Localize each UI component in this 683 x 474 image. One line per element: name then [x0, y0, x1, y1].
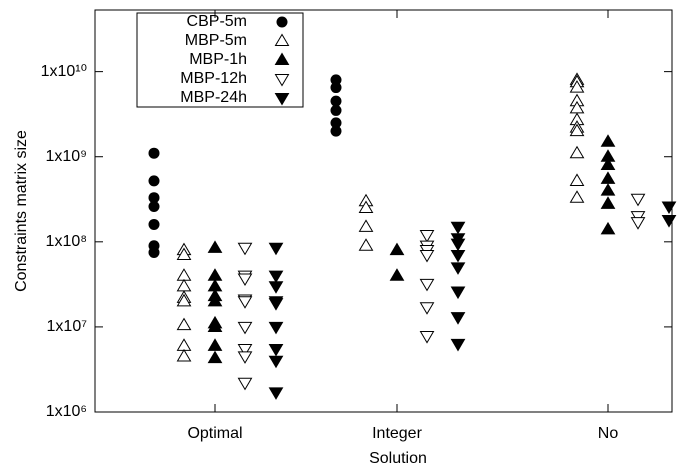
data-point [419, 249, 435, 263]
data-point [358, 200, 374, 214]
data-point [176, 338, 192, 351]
x-tick-label: Optimal [187, 425, 242, 442]
data-point [268, 242, 284, 256]
data-point [330, 74, 342, 86]
y-axis-title: Constraints matrix size [13, 130, 30, 292]
data-point [450, 338, 466, 352]
x-tick-label: No [598, 425, 619, 442]
data-point [661, 201, 677, 214]
data-point [358, 219, 374, 232]
data-point [237, 242, 253, 256]
data-point [600, 157, 616, 171]
data-point [450, 286, 466, 300]
data-point [358, 238, 374, 251]
data-point [630, 217, 646, 230]
data-point [268, 298, 284, 311]
data-point [268, 343, 284, 357]
legend-label: MBP-1h [189, 51, 247, 68]
data-point [330, 82, 342, 94]
y-tick-label: 1x10⁸ [46, 233, 87, 250]
data-point [176, 317, 192, 331]
data-point [176, 348, 192, 362]
data-point [148, 192, 160, 204]
data-point [389, 242, 405, 256]
data-point [207, 293, 223, 307]
data-point [176, 268, 192, 281]
y-tick-label: 1x10⁷ [47, 318, 88, 335]
data-point [207, 268, 223, 281]
data-point [661, 215, 677, 228]
data-point [600, 221, 616, 235]
data-point [600, 171, 616, 184]
legend-marker [274, 33, 290, 47]
data-point [419, 302, 435, 315]
data-point [630, 193, 646, 207]
data-point [176, 247, 192, 261]
data-point [268, 387, 284, 400]
legend-marker [274, 73, 290, 87]
data-point [207, 338, 223, 351]
legend-marker [274, 52, 290, 66]
data-point [268, 270, 284, 284]
data-point [569, 123, 585, 137]
legend-label: MBP-24h [180, 89, 247, 106]
data-point [237, 321, 253, 335]
data-point [450, 249, 466, 263]
data-point [569, 80, 585, 93]
data-point [237, 343, 253, 357]
data-point [268, 281, 284, 294]
data-point [237, 296, 253, 309]
data-point [419, 331, 435, 344]
plot-frame [94, 9, 673, 413]
legend-box [136, 12, 304, 108]
data-point [207, 350, 223, 364]
legend-label: MBP-12h [180, 70, 247, 87]
data-point [419, 278, 435, 292]
data-point [268, 355, 284, 369]
data-point [330, 117, 342, 129]
data-point [569, 145, 585, 159]
data-point [148, 175, 160, 187]
data-point [237, 273, 253, 287]
legend-marker [274, 92, 290, 106]
data-point [569, 173, 585, 186]
data-point [450, 238, 466, 252]
y-tick-label: 1x10⁶ [46, 403, 87, 420]
data-point [176, 293, 192, 307]
data-point [207, 319, 223, 332]
data-point [450, 262, 466, 275]
legend-label: CBP-5m [187, 13, 247, 30]
x-tick-label: Integer [372, 425, 422, 442]
data-point [268, 321, 284, 335]
data-point [207, 240, 223, 253]
data-point [419, 230, 435, 243]
data-point [569, 190, 585, 203]
data-point [600, 134, 616, 147]
legend-label: MBP-5m [185, 32, 247, 49]
data-point [237, 377, 253, 391]
data-point [600, 196, 616, 209]
data-point [330, 125, 342, 137]
data-point [237, 351, 253, 364]
y-tick-label: 1x10⁹ [45, 148, 87, 165]
data-point [450, 221, 466, 235]
data-point [389, 268, 405, 281]
x-axis-title: Solution [369, 450, 427, 467]
data-point [176, 278, 192, 292]
data-point [148, 246, 160, 258]
y-tick-label: 1x10¹⁰ [41, 63, 87, 80]
data-point [148, 218, 160, 230]
data-point [600, 183, 616, 196]
data-point [148, 147, 160, 159]
data-point [148, 201, 160, 213]
data-point [330, 104, 342, 116]
data-point [450, 312, 466, 325]
data-point [330, 95, 342, 107]
legend-marker [276, 16, 288, 28]
